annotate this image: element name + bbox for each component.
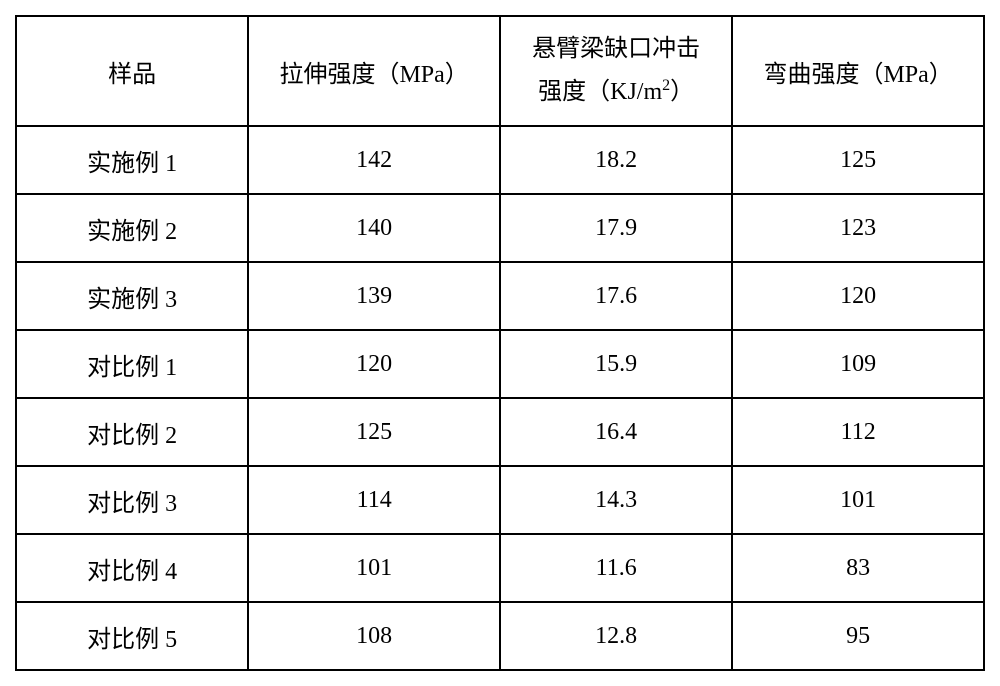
cell-sample: 实施例 1 — [16, 126, 248, 194]
cell-tensile: 114 — [248, 466, 500, 534]
material-properties-table: 样品 拉伸强度（MPa） 悬臂梁缺口冲击 强度（KJ/m2） 弯曲强度（MPa）… — [15, 15, 985, 671]
cell-flexural: 125 — [732, 126, 984, 194]
table-row: 对比例 2 125 16.4 112 — [16, 398, 984, 466]
cell-tensile: 101 — [248, 534, 500, 602]
cell-sample: 对比例 5 — [16, 602, 248, 670]
cell-impact: 17.6 — [500, 262, 732, 330]
header-impact-sup: 2 — [662, 77, 670, 94]
cell-impact: 12.8 — [500, 602, 732, 670]
cell-impact: 15.9 — [500, 330, 732, 398]
cell-impact: 14.3 — [500, 466, 732, 534]
header-impact-line1: 悬臂梁缺口冲击 — [532, 36, 700, 62]
table-row: 对比例 4 101 11.6 83 — [16, 534, 984, 602]
cell-sample: 实施例 3 — [16, 262, 248, 330]
header-sample-label: 样品 — [108, 62, 156, 88]
table-row: 实施例 3 139 17.6 120 — [16, 262, 984, 330]
cell-tensile: 140 — [248, 194, 500, 262]
table-row: 对比例 5 108 12.8 95 — [16, 602, 984, 670]
table-header-row: 样品 拉伸强度（MPa） 悬臂梁缺口冲击 强度（KJ/m2） 弯曲强度（MPa） — [16, 16, 984, 126]
cell-impact: 18.2 — [500, 126, 732, 194]
table-row: 实施例 1 142 18.2 125 — [16, 126, 984, 194]
cell-impact: 17.9 — [500, 194, 732, 262]
cell-sample: 对比例 4 — [16, 534, 248, 602]
table-row: 对比例 1 120 15.9 109 — [16, 330, 984, 398]
cell-flexural: 123 — [732, 194, 984, 262]
header-impact-strength: 悬臂梁缺口冲击 强度（KJ/m2） — [500, 16, 732, 126]
header-impact-line2: 强度（KJ/m — [538, 79, 662, 105]
header-impact-after: ） — [670, 79, 694, 105]
cell-flexural: 109 — [732, 330, 984, 398]
cell-sample: 对比例 2 — [16, 398, 248, 466]
cell-impact: 16.4 — [500, 398, 732, 466]
table-row: 实施例 2 140 17.9 123 — [16, 194, 984, 262]
header-sample: 样品 — [16, 16, 248, 126]
cell-tensile: 125 — [248, 398, 500, 466]
table-body: 实施例 1 142 18.2 125 实施例 2 140 17.9 123 实施… — [16, 126, 984, 670]
header-flexural-strength: 弯曲强度（MPa） — [732, 16, 984, 126]
header-flexural-label: 弯曲强度（MPa） — [763, 62, 952, 88]
cell-tensile: 108 — [248, 602, 500, 670]
cell-flexural: 120 — [732, 262, 984, 330]
cell-flexural: 112 — [732, 398, 984, 466]
cell-tensile: 120 — [248, 330, 500, 398]
cell-sample: 对比例 3 — [16, 466, 248, 534]
material-properties-table-container: 样品 拉伸强度（MPa） 悬臂梁缺口冲击 强度（KJ/m2） 弯曲强度（MPa）… — [15, 15, 985, 671]
table-row: 对比例 3 114 14.3 101 — [16, 466, 984, 534]
cell-flexural: 83 — [732, 534, 984, 602]
cell-flexural: 101 — [732, 466, 984, 534]
cell-sample: 实施例 2 — [16, 194, 248, 262]
header-tensile-strength: 拉伸强度（MPa） — [248, 16, 500, 126]
cell-sample: 对比例 1 — [16, 330, 248, 398]
cell-impact: 11.6 — [500, 534, 732, 602]
cell-tensile: 139 — [248, 262, 500, 330]
cell-flexural: 95 — [732, 602, 984, 670]
cell-tensile: 142 — [248, 126, 500, 194]
header-tensile-label: 拉伸强度（MPa） — [279, 62, 468, 88]
